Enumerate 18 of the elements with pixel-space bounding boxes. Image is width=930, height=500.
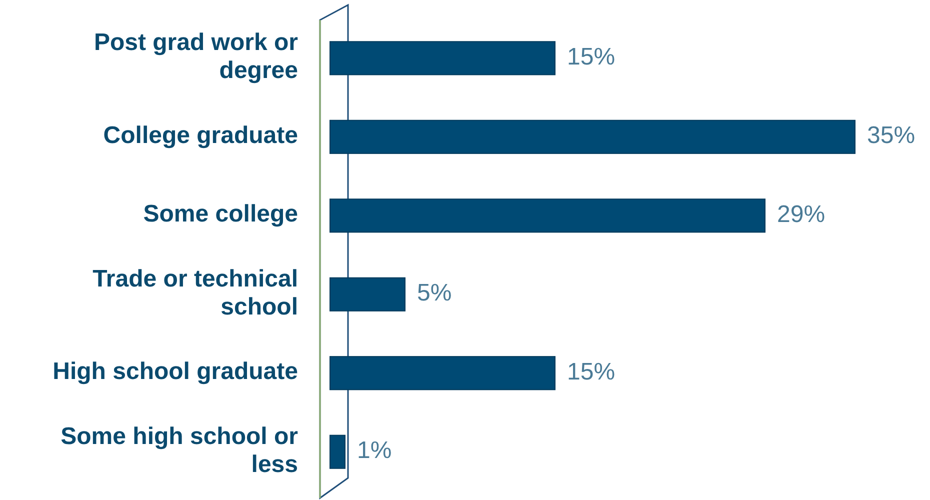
data-label: 29% — [777, 200, 826, 228]
data-label: 15% — [567, 358, 616, 386]
bar — [330, 41, 556, 76]
y-tick-label: Some high school or less — [60, 423, 298, 478]
bar — [330, 198, 766, 233]
y-tick-label: College graduate — [103, 122, 298, 150]
data-label: 5% — [417, 280, 452, 307]
bar — [330, 277, 406, 312]
y-tick-label: Some college — [143, 200, 298, 228]
data-label: 35% — [867, 122, 916, 150]
y-tick-label: Post grad work or degree — [94, 30, 298, 84]
bar — [330, 434, 346, 469]
bar — [330, 356, 556, 390]
bar — [330, 120, 856, 154]
y-tick-label: High school graduate — [52, 358, 298, 386]
data-label: 1% — [357, 437, 392, 464]
data-label: 15% — [567, 44, 616, 70]
y-tick-label: Trade or technical school — [92, 266, 298, 321]
